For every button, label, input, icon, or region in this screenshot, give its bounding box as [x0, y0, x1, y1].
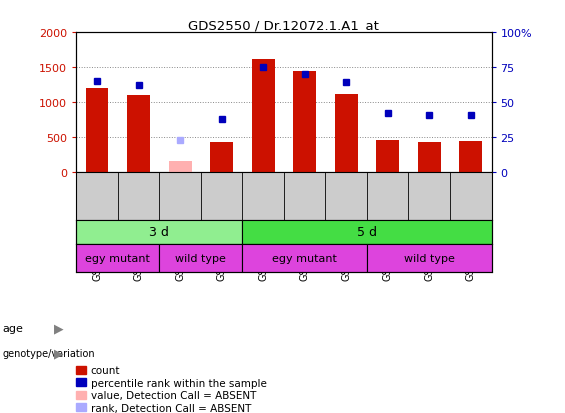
Text: wild type: wild type: [175, 254, 227, 263]
Bar: [169, 162, 192, 172]
Text: age: age: [3, 323, 24, 333]
Text: ▶: ▶: [54, 347, 63, 360]
Bar: [293, 71, 316, 172]
Bar: [159, 244, 242, 273]
Text: egy mutant: egy mutant: [85, 254, 150, 263]
Bar: [459, 142, 482, 172]
Text: egy mutant: egy mutant: [272, 254, 337, 263]
Bar: [76, 244, 159, 273]
Bar: [376, 140, 399, 172]
Bar: [242, 220, 492, 244]
Bar: [418, 143, 441, 172]
Text: 5 d: 5 d: [357, 226, 377, 239]
Title: GDS2550 / Dr.12072.1.A1_at: GDS2550 / Dr.12072.1.A1_at: [189, 19, 379, 32]
Bar: [252, 59, 275, 172]
Legend: count, percentile rank within the sample, value, Detection Call = ABSENT, rank, : count, percentile rank within the sample…: [76, 366, 267, 413]
Text: 3 d: 3 d: [149, 226, 169, 239]
Bar: [210, 143, 233, 172]
Bar: [127, 96, 150, 172]
Bar: [86, 89, 108, 172]
Text: genotype/variation: genotype/variation: [3, 348, 95, 358]
Bar: [367, 244, 492, 273]
Bar: [242, 244, 367, 273]
Text: ▶: ▶: [54, 322, 63, 335]
Text: wild type: wild type: [404, 254, 455, 263]
Bar: [335, 94, 358, 172]
Bar: [76, 220, 242, 244]
